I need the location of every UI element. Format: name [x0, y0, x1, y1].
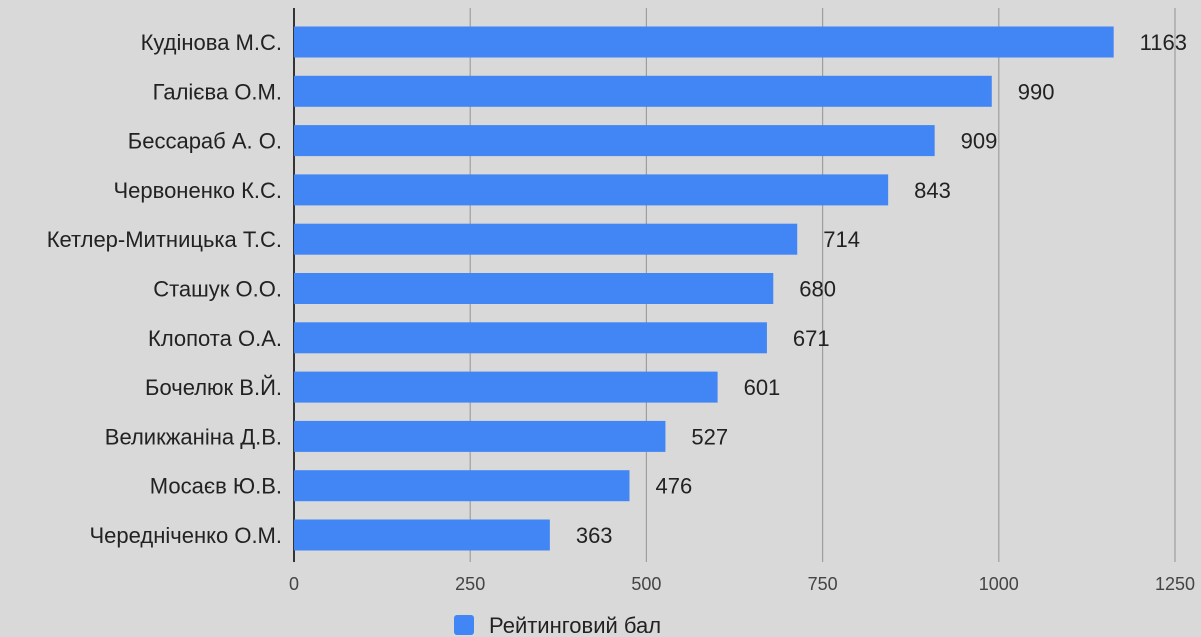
bar [294, 26, 1114, 58]
bar [294, 470, 630, 502]
value-label: 671 [793, 326, 830, 351]
legend-label: Рейтинговий бал [489, 613, 661, 637]
x-tick-label: 1250 [1155, 574, 1195, 594]
value-label: 909 [961, 129, 998, 154]
value-label: 714 [823, 227, 860, 252]
bar [294, 125, 935, 157]
bar [294, 371, 718, 403]
category-label: Кудінова М.С. [141, 30, 282, 55]
legend: Рейтинговий бал [454, 613, 661, 637]
x-tick-label: 500 [631, 574, 661, 594]
bar [294, 519, 550, 551]
category-label: Клопота О.А. [148, 326, 282, 351]
x-tick-label: 1000 [979, 574, 1019, 594]
category-label: Кетлер-Митницька Т.С. [47, 227, 282, 252]
x-tick-label: 750 [808, 574, 838, 594]
value-label: 990 [1018, 79, 1055, 104]
value-label: 1163 [1140, 30, 1187, 55]
category-label: Галієва О.М. [153, 79, 282, 104]
value-label: 527 [691, 424, 728, 449]
category-label: Бессараб А. О. [128, 129, 282, 154]
x-tick-label: 0 [289, 574, 299, 594]
value-label: 476 [655, 474, 692, 499]
label-layer: 0 250 500 750 1000 1250 Кудінова М.С. 1163 Галіє… [47, 30, 1195, 594]
category-label: Великжаніна Д.В. [105, 424, 282, 449]
value-label: 363 [576, 523, 613, 548]
bar [294, 174, 889, 206]
legend-swatch [454, 615, 474, 635]
category-label: Мосаєв Ю.В. [150, 474, 282, 499]
bar-layer [294, 26, 1114, 551]
value-label: 843 [914, 178, 951, 203]
bar [294, 322, 767, 354]
category-label: Сташук О.О. [153, 277, 282, 302]
value-label: 680 [799, 277, 836, 302]
bar [294, 273, 774, 304]
bar [294, 223, 798, 255]
x-tick-label: 250 [455, 574, 485, 594]
value-label: 601 [744, 375, 781, 400]
bar [294, 75, 992, 107]
category-label: Бочелюк В.Й. [145, 375, 282, 400]
category-label: Червоненко К.С. [114, 178, 283, 203]
bar [294, 420, 666, 452]
category-label: Чередніченко О.М. [90, 523, 283, 548]
